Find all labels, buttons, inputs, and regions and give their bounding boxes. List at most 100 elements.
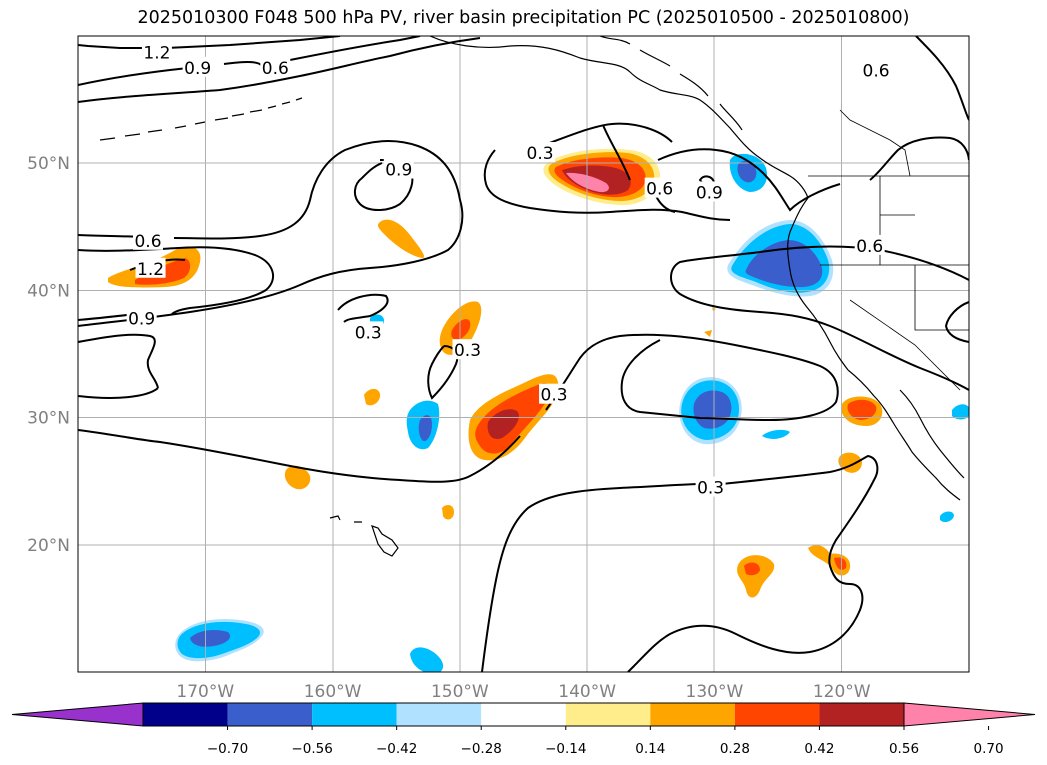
contour-label-bg (695, 476, 726, 497)
colorbar-segment (819, 703, 904, 726)
precip-negative-region (190, 630, 231, 647)
precip-positive-region (442, 504, 454, 520)
contour-label: 0.3 (697, 479, 724, 499)
pv-contour-line (529, 122, 673, 151)
pv-contour-line (481, 454, 879, 672)
pv-contour-line (337, 293, 389, 323)
colorbar-tick-label: 0.70 (974, 741, 1004, 757)
precip-negative-region (410, 647, 443, 672)
precip-positive-region (744, 562, 760, 576)
colorbar-tick-label: 0.42 (804, 741, 834, 757)
colorbar-segment (734, 703, 820, 726)
contour-label: 1.2 (143, 44, 170, 64)
contour-label-bg (383, 158, 414, 179)
colorbar-segment (227, 703, 313, 726)
contour-label: 0.6 (134, 232, 161, 252)
contour-labels: 1.2 0.9 0.6 0.6 0.3 0.9 0.6 0.9 0.6 1.2 0.6 0.9 0.3 0… (126, 41, 892, 499)
plot-area (78, 36, 969, 672)
map-frame (77, 35, 970, 673)
contour-label: 0.3 (454, 341, 481, 361)
contour-label: 0.3 (355, 323, 382, 343)
latitude-label: 20°N (27, 536, 70, 556)
precip-negative-region (737, 160, 757, 183)
colorbar-tick-label: −0.70 (207, 741, 248, 757)
contour-label-bg (260, 56, 291, 77)
precip-negative-region (762, 429, 790, 439)
coastlines (99, 36, 965, 557)
pv-contour-line (944, 301, 969, 343)
contour-label-bg (861, 59, 892, 80)
latitude-label: 30°N (27, 409, 70, 429)
contour-label-bg (452, 339, 483, 360)
contour-label: 0.6 (856, 237, 883, 257)
contour-label-bg (854, 234, 885, 255)
precip-positive-region (284, 465, 311, 490)
contour-label: 0.9 (696, 183, 723, 203)
pv-contour-line (915, 36, 969, 121)
colorbar-segment (396, 703, 482, 726)
pv-contour-line (78, 333, 839, 483)
pv-contour-line (657, 136, 969, 212)
colorbar-extend-low (11, 702, 144, 727)
precip-positive-region (847, 399, 877, 420)
contour-label: 0.9 (184, 59, 211, 79)
colorbar-segment (565, 703, 651, 726)
colorbar-tick-label: −0.42 (376, 741, 417, 757)
hawaii-islands (329, 515, 399, 557)
colorbar-segment (143, 703, 228, 726)
longitude-label: 150°W (431, 682, 489, 702)
pv-contour-line (602, 124, 676, 213)
mexico-coast (899, 389, 965, 479)
latitude-label: 50°N (27, 154, 70, 174)
contour-label: 0.9 (128, 309, 155, 329)
pv-contour-line (78, 333, 159, 400)
precip-negative-region (940, 511, 954, 523)
colorbar: −0.70 −0.56 −0.42 −0.28 −0.14 0.14 0.28 0.42 0.5… (11, 702, 1036, 757)
pv-contour-line (78, 37, 481, 103)
longitude-label: 120°W (813, 682, 871, 702)
contour-label-bg (141, 41, 172, 62)
colorbar-tick-label: 0.56 (889, 741, 919, 757)
colorbar-tick-label: −0.28 (461, 741, 502, 757)
contour-label-bg (644, 177, 675, 198)
precip-positive-region (451, 319, 471, 340)
alaska-coast (429, 36, 809, 199)
contour-label-bg (135, 257, 166, 278)
contour-label-bg (182, 56, 213, 77)
contour-label: 0.6 (646, 180, 673, 200)
pv-contour-line (483, 149, 731, 221)
precip-positive-region (704, 330, 712, 337)
longitude-labels: 170°W 160°W 150°W 140°W 130°W 120°W (176, 682, 870, 702)
latitude-label: 40°N (27, 281, 70, 301)
precip-positive-region (834, 557, 847, 570)
longitude-label: 160°W (304, 682, 362, 702)
baja-coast (847, 369, 961, 501)
contour-label-bg (694, 181, 725, 202)
pv-contour-line (78, 36, 341, 49)
precip-negative-region (418, 415, 432, 442)
contour-label-bg (133, 229, 164, 250)
alaska-border (839, 109, 911, 177)
colorbar-frame (142, 702, 905, 727)
colorbar-segment (481, 703, 566, 726)
longitude-label: 130°W (686, 682, 744, 702)
colorbar-extend-high (903, 702, 1036, 727)
contour-label: 1.2 (137, 260, 164, 280)
contour-label: 0.9 (385, 161, 412, 181)
precip-negative-region (952, 404, 969, 420)
contour-label: 0.3 (527, 144, 554, 164)
contour-label-bg (353, 321, 384, 342)
alaska-islands (599, 36, 743, 131)
precip-positive-region (487, 409, 519, 440)
contour-label-bg (525, 142, 556, 163)
colorbar-segment (650, 703, 735, 726)
contour-label: 0.3 (541, 386, 568, 406)
pv-contours (78, 36, 969, 672)
map-title: 2025010300 F048 500 hPa PV, river basin … (137, 8, 910, 28)
longitude-label: 140°W (558, 682, 616, 702)
latitude-labels: 50°N 40°N 30°N 20°N (27, 154, 70, 556)
contour-label: 0.6 (262, 59, 289, 79)
aleutian-islands (99, 97, 303, 141)
colorbar-tick-label: 0.28 (720, 741, 750, 757)
